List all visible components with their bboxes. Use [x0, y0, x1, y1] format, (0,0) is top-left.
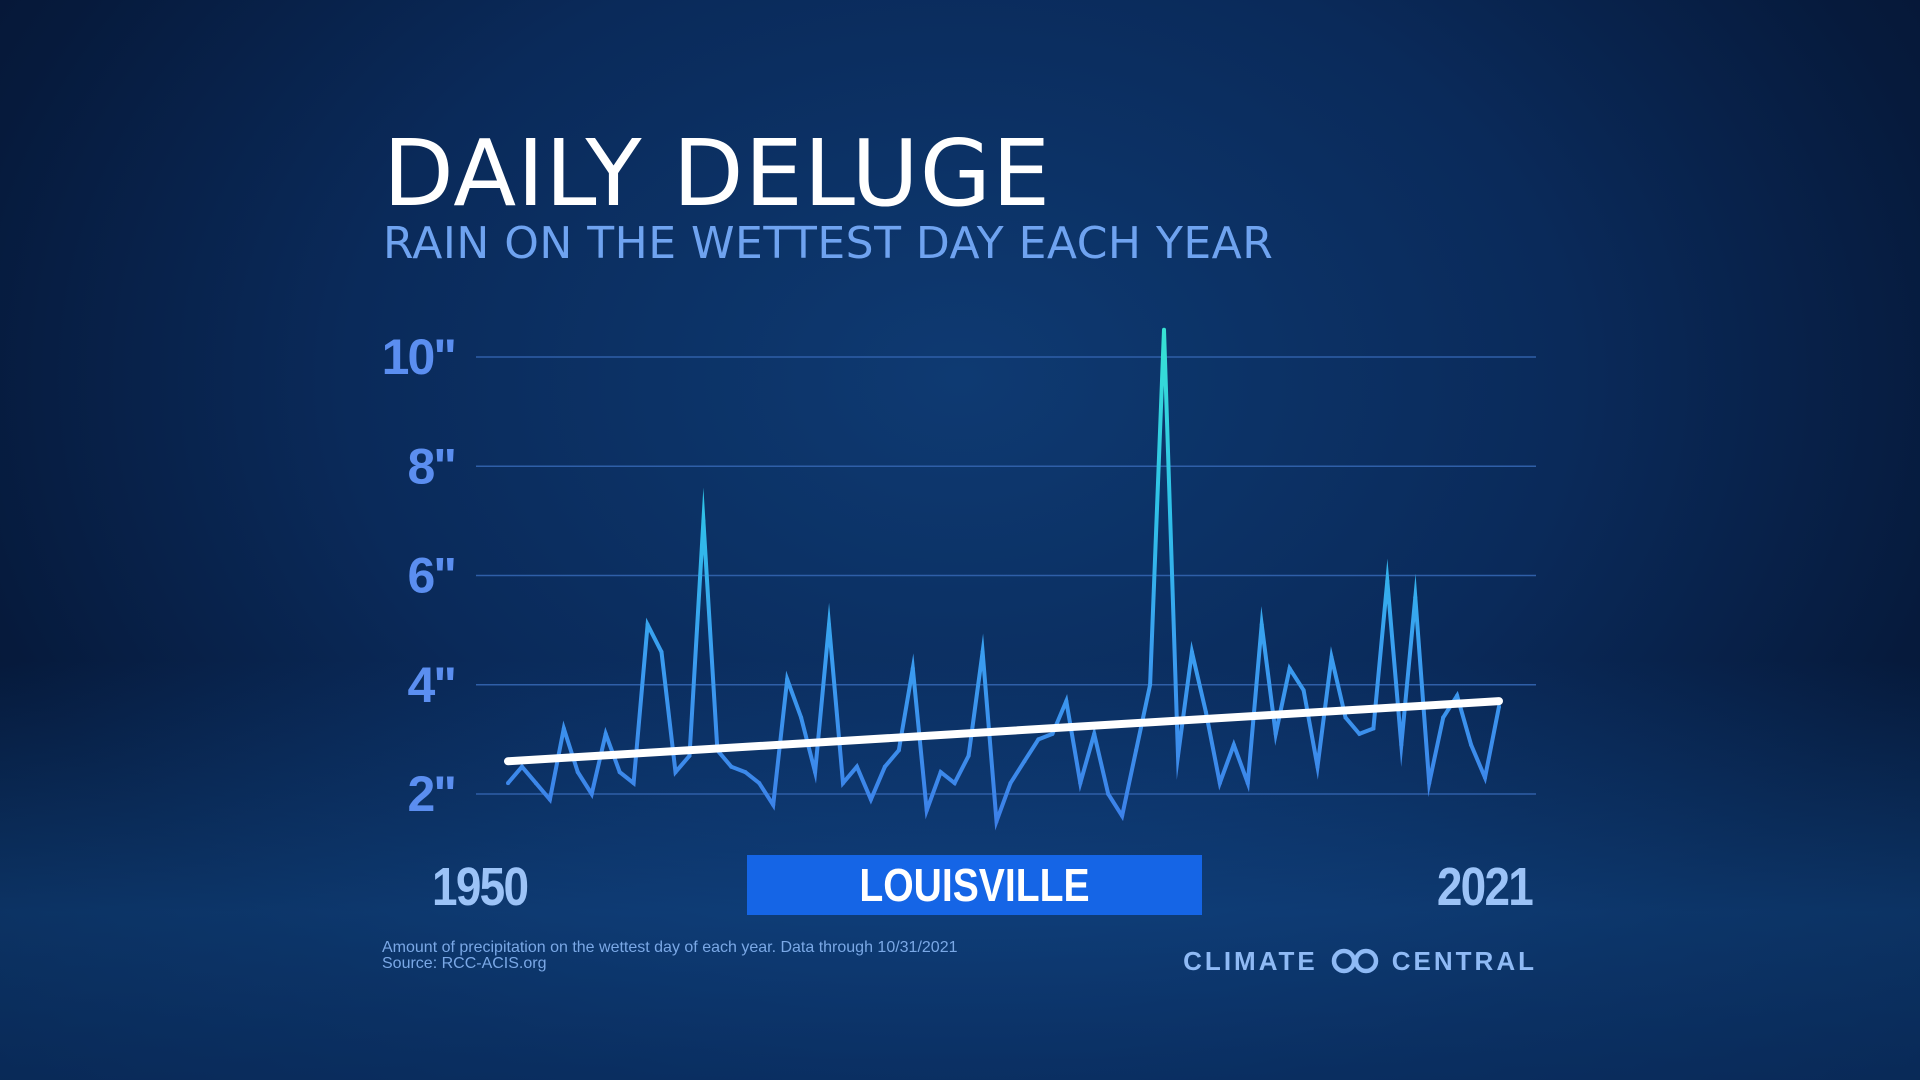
data-point — [1022, 759, 1027, 764]
data-point — [771, 802, 776, 807]
data-point — [1483, 775, 1488, 780]
data-point — [1273, 731, 1278, 736]
gridlines — [476, 356, 1536, 795]
data-point — [533, 781, 538, 786]
chart-title: DAILY DELUGE — [383, 120, 1052, 227]
data-point — [729, 764, 734, 769]
trend-line — [504, 697, 1503, 766]
footnote: Amount of precipitation on the wettest d… — [382, 940, 958, 972]
data-point — [1455, 693, 1460, 698]
data-point — [1301, 688, 1306, 693]
data-point — [827, 622, 832, 627]
data-point — [1357, 731, 1362, 736]
data-point — [1217, 781, 1222, 786]
data-point — [1287, 666, 1292, 671]
x-tick-label-start: 1950 — [432, 857, 529, 917]
data-point — [673, 770, 678, 775]
data-point — [1427, 781, 1432, 786]
data-point — [1120, 813, 1125, 818]
data-point — [519, 764, 524, 769]
data-point — [994, 819, 999, 824]
data-point — [1329, 655, 1334, 660]
data-point — [547, 797, 552, 802]
y-tick-label: 6" — [407, 548, 455, 604]
data-point — [1134, 748, 1139, 753]
data-point — [938, 770, 943, 775]
data-point — [1092, 731, 1097, 736]
data-point — [1245, 781, 1250, 786]
y-tick-label: 8" — [407, 438, 455, 494]
y-tick-label: 4" — [407, 657, 455, 713]
data-point — [645, 622, 650, 627]
data-point — [1106, 792, 1111, 796]
brand-text-right: CENTRAL — [1391, 945, 1537, 976]
data-point — [1231, 742, 1236, 747]
data-point — [589, 792, 594, 796]
data-point — [757, 781, 762, 786]
data-point — [603, 731, 608, 736]
data-point — [868, 797, 873, 802]
data-point — [631, 781, 636, 786]
footnote-source: Source: RCC-ACIS.org — [382, 955, 547, 972]
brand-logo: CLIMATE CENTRAL — [1183, 946, 1537, 976]
y-tick-label: 10" — [382, 329, 455, 385]
location-label: LOUISVILLE — [859, 859, 1090, 911]
data-point — [1036, 737, 1041, 742]
data-point — [1008, 781, 1013, 786]
data-point — [659, 649, 664, 654]
data-point — [952, 781, 957, 786]
data-point — [966, 753, 971, 758]
data-point — [1162, 327, 1167, 332]
data-point — [896, 748, 901, 753]
data-point — [980, 649, 985, 654]
data-point — [1399, 742, 1404, 747]
data-point — [561, 726, 566, 731]
data-point — [1385, 578, 1390, 583]
data-point — [910, 666, 915, 671]
data-point — [701, 518, 706, 523]
footnote-description: Amount of precipitation on the wettest d… — [382, 939, 958, 956]
data-point — [506, 781, 510, 786]
data-point — [1189, 649, 1194, 654]
data-point — [575, 770, 580, 775]
y-axis-tick-labels: 2" 4" 6" 8" 10" — [382, 329, 457, 822]
data-point — [1343, 715, 1348, 720]
data-point — [785, 677, 790, 682]
x-tick-label-end: 2021 — [1436, 857, 1534, 917]
data-point — [1175, 753, 1180, 758]
brand-text-left: CLIMATE — [1183, 945, 1318, 976]
data-point — [799, 715, 804, 720]
data-point — [1148, 682, 1153, 687]
data-point — [1371, 726, 1376, 731]
data-point — [1413, 595, 1418, 600]
data-point — [854, 764, 859, 769]
data-point — [813, 770, 818, 775]
data-point — [617, 770, 622, 775]
data-point — [1259, 622, 1264, 627]
data-point — [1050, 731, 1055, 736]
data-point — [924, 808, 929, 813]
data-point — [840, 781, 845, 786]
data-point — [1315, 764, 1320, 769]
chart-subtitle: RAIN ON THE WETTEST DAY EACH YEAR — [383, 218, 1274, 269]
climate-central-logo-icon — [1331, 948, 1379, 974]
trend-group — [504, 697, 1503, 766]
data-point — [1441, 715, 1446, 720]
y-tick-label: 2" — [407, 766, 455, 822]
data-point — [687, 753, 692, 758]
data-point — [1497, 704, 1501, 709]
data-point — [1064, 699, 1069, 704]
data-point — [743, 770, 748, 775]
data-point — [1469, 742, 1474, 747]
location-banner: LOUISVILLE — [747, 855, 1202, 915]
data-point — [882, 764, 887, 769]
data-point — [1203, 710, 1208, 715]
data-point — [1078, 781, 1083, 786]
